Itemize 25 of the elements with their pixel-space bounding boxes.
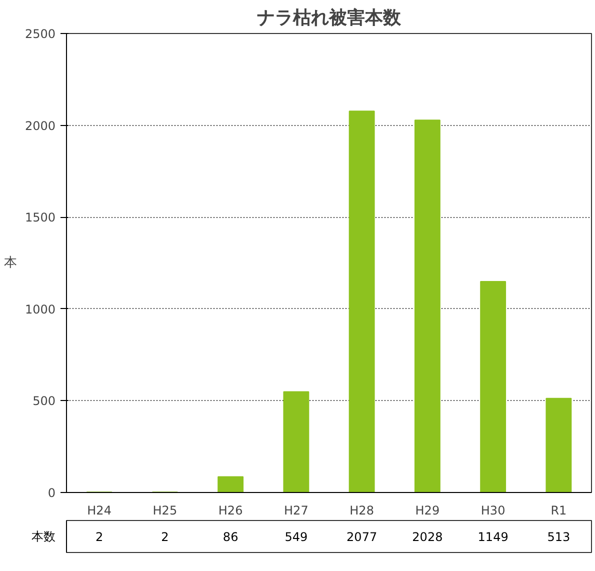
y-tick-label: 2500 [24, 27, 56, 41]
y-tick-label: 0 [48, 486, 56, 500]
chart-title: ナラ枯れ被害本数 [257, 8, 402, 28]
x-tick-label: H24 [87, 504, 112, 518]
x-tick-label: H26 [218, 504, 243, 518]
data-label: 1149 [478, 530, 508, 544]
x-tick-label: H25 [152, 504, 178, 518]
y-tick-label: 1500 [24, 210, 56, 225]
x-tick-label: H30 [480, 504, 506, 518]
data-label: 513 [547, 530, 570, 544]
data-label: 549 [284, 530, 308, 544]
x-tick-label: H27 [284, 504, 308, 518]
x-tick-label: H29 [415, 504, 440, 518]
text: 本数 [32, 530, 56, 544]
data-label: 2028 [412, 530, 443, 544]
y-tick-label: 2000 [24, 118, 56, 133]
data-label: 2 [161, 530, 169, 544]
y-axis-title: 本 [4, 256, 17, 270]
x-tick-label: H28 [350, 504, 374, 518]
x-tick-label: R1 [550, 504, 567, 518]
data-label: 2077 [346, 530, 378, 544]
y-tick-label: 500 [32, 394, 56, 408]
data-label: 86 [222, 530, 238, 544]
y-tick-label: 1000 [24, 302, 56, 316]
data-label: 2 [95, 530, 104, 544]
